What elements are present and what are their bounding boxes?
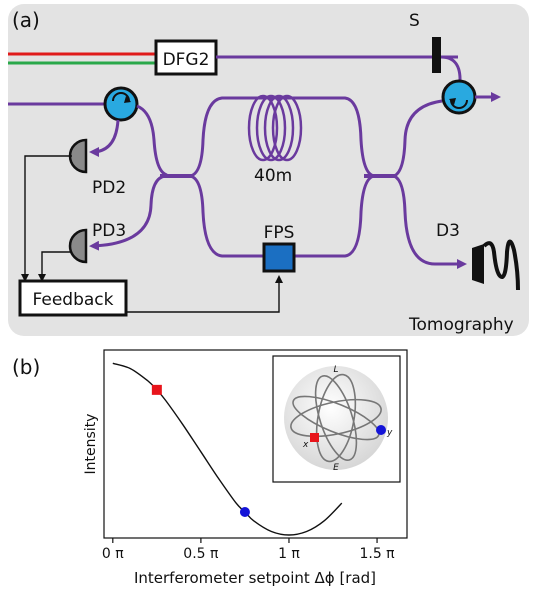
y-axis-label: Intensity <box>83 414 99 475</box>
d3-label: D3 <box>436 221 460 241</box>
data-markers <box>151 384 250 517</box>
fiber-to-d3 <box>393 174 467 269</box>
fiber-coil-icon <box>247 94 303 162</box>
x-tick-label-0: 0 π <box>102 546 124 562</box>
fiber-to-pd2 <box>89 119 120 157</box>
x-tick-label-2: 1 π <box>278 546 300 562</box>
right-circulator-arrowhead-icon <box>449 98 456 105</box>
bloch-sphere-inset: L E x y <box>272 355 401 483</box>
inset-red-marker <box>310 433 319 442</box>
right-circulator-arrow-icon <box>450 99 468 109</box>
feedback-box <box>18 279 128 317</box>
x-tick-label-1: 0.5 π <box>183 546 219 562</box>
pd3-icon <box>68 228 88 264</box>
fiber-to-right-circulator-lower <box>393 99 443 178</box>
left-circulator-arrow-icon <box>112 92 130 102</box>
inset-label-bottom: E <box>333 463 339 473</box>
panel-a-label: (a) <box>12 8 40 32</box>
panel-b-label: (b) <box>12 355 40 379</box>
inset-label-right: y <box>386 428 393 438</box>
pd2-feedback-wire <box>21 155 72 282</box>
inset-label-left: x <box>302 440 309 450</box>
fps-feedback-wire <box>126 275 283 313</box>
left-circulator <box>103 86 139 122</box>
panel-a-background <box>8 4 529 336</box>
marker-square-0 <box>151 384 162 395</box>
pd3-feedback-wire <box>38 251 72 282</box>
fiber-to-right-circulator <box>440 55 462 83</box>
feedback-label: Feedback <box>33 290 114 310</box>
marker-circle-1 <box>239 506 250 517</box>
fps-box <box>262 242 296 273</box>
shutter <box>432 37 441 73</box>
plot-frame <box>103 349 408 539</box>
tomography-label: Tomography <box>408 315 514 335</box>
shutter-label: S <box>409 11 420 31</box>
dfg2-label: DFG2 <box>163 50 210 70</box>
pd2-label: PD2 <box>92 178 126 198</box>
inset-label-top: L <box>333 365 338 375</box>
x-tick-label-3: 1.5 π <box>359 546 395 562</box>
inset-blue-marker <box>376 425 386 435</box>
fiber-to-left-coupler <box>136 104 168 177</box>
left-circulator-arrowhead-icon <box>124 96 131 103</box>
pd3-label: PD3 <box>92 221 126 241</box>
x-axis-label: Interferometer setpoint Δϕ [rad] <box>134 569 376 587</box>
fiber-to-pd3 <box>89 174 166 251</box>
fiber-length-label: 40m <box>254 166 292 186</box>
detector-d3-icon <box>472 239 520 291</box>
fps-label: FPS <box>264 223 295 243</box>
dfg2-box <box>154 39 218 76</box>
x-axis-ticks: 0 π 0.5 π 1 π 1.5 π <box>102 538 395 562</box>
